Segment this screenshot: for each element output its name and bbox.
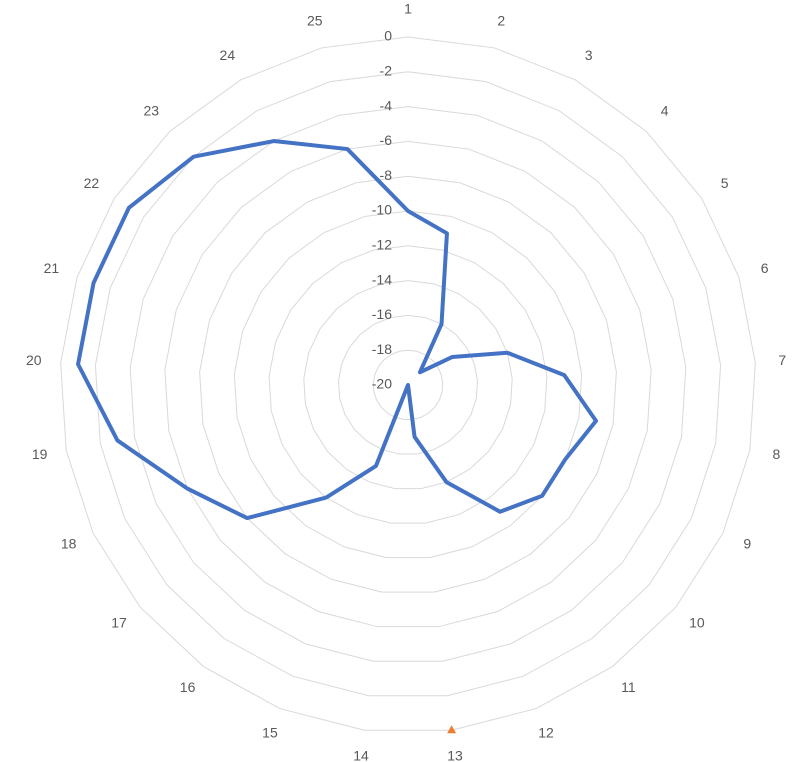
grid-ring — [233, 210, 583, 559]
category-label: 19 — [32, 446, 48, 462]
category-label: 25 — [307, 12, 323, 28]
category-label: 15 — [262, 724, 278, 740]
r-tick-label: 0 — [384, 28, 392, 44]
category-label: 13 — [447, 748, 463, 762]
grid-ring — [303, 280, 513, 490]
category-label: 4 — [661, 102, 669, 118]
marker — [447, 725, 457, 734]
grid-ring — [372, 349, 444, 421]
r-tick-label: -18 — [372, 341, 392, 357]
category-label: 2 — [497, 12, 505, 28]
series-line — [76, 139, 599, 521]
category-label: 22 — [84, 175, 100, 191]
r-tick-label: -16 — [372, 306, 392, 322]
r-tick-label: -20 — [372, 376, 392, 392]
category-label: 20 — [26, 352, 42, 368]
category-label: 24 — [220, 47, 236, 63]
r-tick-label: -12 — [372, 237, 392, 253]
category-label: 9 — [743, 535, 751, 551]
category-label: 18 — [61, 535, 77, 551]
category-label: 5 — [721, 175, 729, 191]
category-label: 12 — [538, 724, 554, 740]
grid-ring — [164, 140, 652, 628]
grid-ring — [94, 71, 722, 697]
r-tick-label: -8 — [380, 167, 393, 183]
r-tick-label: -4 — [380, 97, 393, 113]
category-label: 16 — [180, 679, 196, 695]
category-label: 11 — [621, 679, 636, 695]
r-tick-label: -6 — [380, 132, 393, 148]
category-label: 1 — [404, 1, 412, 17]
grid-ring — [60, 36, 756, 731]
category-label: 8 — [772, 446, 780, 462]
r-tick-label: -2 — [380, 63, 393, 79]
grid-ring — [268, 245, 548, 524]
category-label: 23 — [144, 102, 160, 118]
category-label: 6 — [761, 260, 769, 276]
category-label: 10 — [689, 615, 705, 631]
grid-ring — [199, 175, 617, 593]
category-label: 14 — [353, 748, 369, 762]
grid-ring — [129, 106, 687, 662]
r-tick-label: -10 — [372, 202, 392, 218]
category-label: 17 — [111, 615, 127, 631]
category-label: 7 — [778, 352, 786, 368]
r-tick-label: -14 — [372, 271, 392, 287]
grid-ring — [338, 314, 478, 455]
category-label: 3 — [585, 47, 593, 63]
category-label: 21 — [44, 260, 60, 276]
